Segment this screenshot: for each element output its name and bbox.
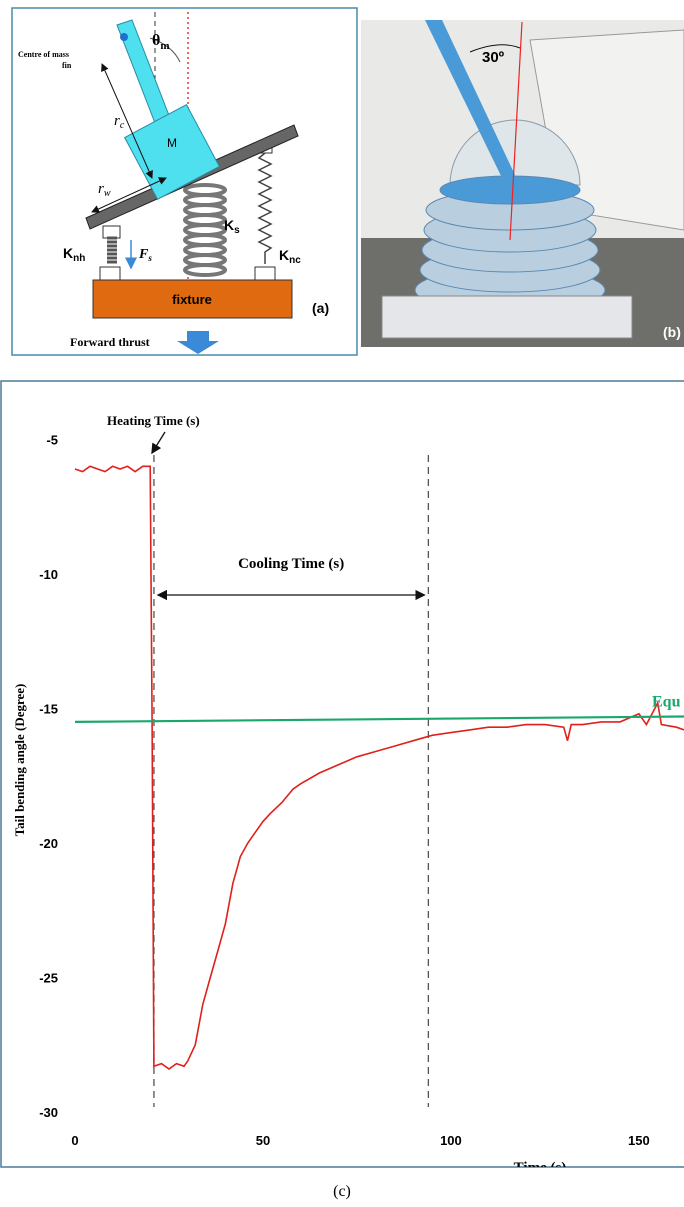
theta-label: θm bbox=[152, 32, 170, 52]
heating-arrow bbox=[151, 431, 166, 455]
y-tick-label: -20 bbox=[39, 836, 58, 851]
text: w bbox=[104, 188, 111, 199]
text: r bbox=[98, 181, 104, 197]
fixture bbox=[92, 279, 293, 319]
y-tick-label: -30 bbox=[39, 1105, 58, 1120]
mass-centre bbox=[120, 33, 128, 41]
mass-label: M bbox=[167, 136, 177, 150]
reference-line bbox=[509, 21, 523, 241]
x-tick-label: 150 bbox=[628, 1133, 650, 1148]
x-tick-label: 0 bbox=[71, 1133, 78, 1148]
spring-base bbox=[99, 266, 121, 281]
fs-label: Fs bbox=[138, 247, 152, 263]
thrust-arrow bbox=[177, 331, 219, 354]
spring bbox=[257, 152, 273, 264]
rw-label: rw bbox=[98, 181, 111, 199]
data-line bbox=[74, 465, 684, 1070]
angle-label: 30º bbox=[482, 49, 505, 66]
caption: (c) bbox=[333, 1183, 351, 1200]
knc-label: Knc bbox=[279, 247, 301, 266]
text: K bbox=[279, 247, 289, 263]
knh-label: Knh bbox=[63, 245, 85, 264]
text: K bbox=[63, 245, 73, 261]
text: c bbox=[120, 120, 125, 131]
spring bbox=[183, 183, 227, 277]
series-label: Equ bbox=[652, 693, 681, 710]
thrust-label: Forward thrust bbox=[70, 335, 150, 349]
x-axis-label: Time (s) bbox=[514, 1160, 567, 1176]
photo-fin bbox=[425, 20, 515, 180]
spring-base bbox=[254, 266, 276, 281]
fin-label: fin bbox=[62, 61, 72, 70]
panel-a: fixture M θm Centre of mass fin rc rw Fs… bbox=[11, 7, 358, 356]
x-tick-label: 100 bbox=[440, 1133, 462, 1148]
panel-b: 30º (b) bbox=[361, 20, 684, 347]
rc-arrow bbox=[101, 63, 153, 179]
annotation: Heating Time (s) bbox=[107, 413, 200, 428]
x-tick-label: 50 bbox=[256, 1133, 270, 1148]
y-tick-label: -5 bbox=[46, 432, 58, 447]
text: r bbox=[114, 113, 120, 129]
y-tick-label: -15 bbox=[39, 701, 58, 716]
ks-label: Ks bbox=[224, 217, 240, 236]
data-line bbox=[74, 715, 684, 723]
spring-cap bbox=[102, 225, 121, 239]
fixture-label: fixture bbox=[172, 292, 212, 307]
text: m bbox=[160, 40, 169, 52]
angle-arc bbox=[149, 37, 181, 63]
y-tick-label: -10 bbox=[39, 567, 58, 582]
rw-arrow bbox=[91, 177, 167, 213]
text: s bbox=[234, 225, 240, 236]
spring bbox=[107, 236, 117, 264]
panel-label: (a) bbox=[312, 300, 329, 316]
angle-arc bbox=[469, 44, 521, 53]
annotation: Cooling Time (s) bbox=[238, 556, 344, 572]
photo-base bbox=[381, 295, 633, 339]
text: nh bbox=[73, 253, 85, 264]
y-axis-label: Tail bending angle (Degree) bbox=[12, 684, 27, 837]
chart: -5 -10 -15 -20 -25 -30 0 50 100 150 Time (s) Tail b… bbox=[12, 413, 684, 1176]
text: nc bbox=[289, 255, 301, 266]
panel-border bbox=[0, 380, 684, 1168]
text: s bbox=[147, 253, 152, 263]
centre-label: Centre of mass bbox=[18, 50, 69, 59]
text: K bbox=[224, 217, 234, 233]
rc-label: rc bbox=[114, 113, 125, 131]
y-tick-label: -25 bbox=[39, 970, 58, 985]
panel-label: (b) bbox=[663, 324, 681, 340]
text: θ bbox=[152, 32, 160, 49]
text: F bbox=[138, 247, 149, 262]
